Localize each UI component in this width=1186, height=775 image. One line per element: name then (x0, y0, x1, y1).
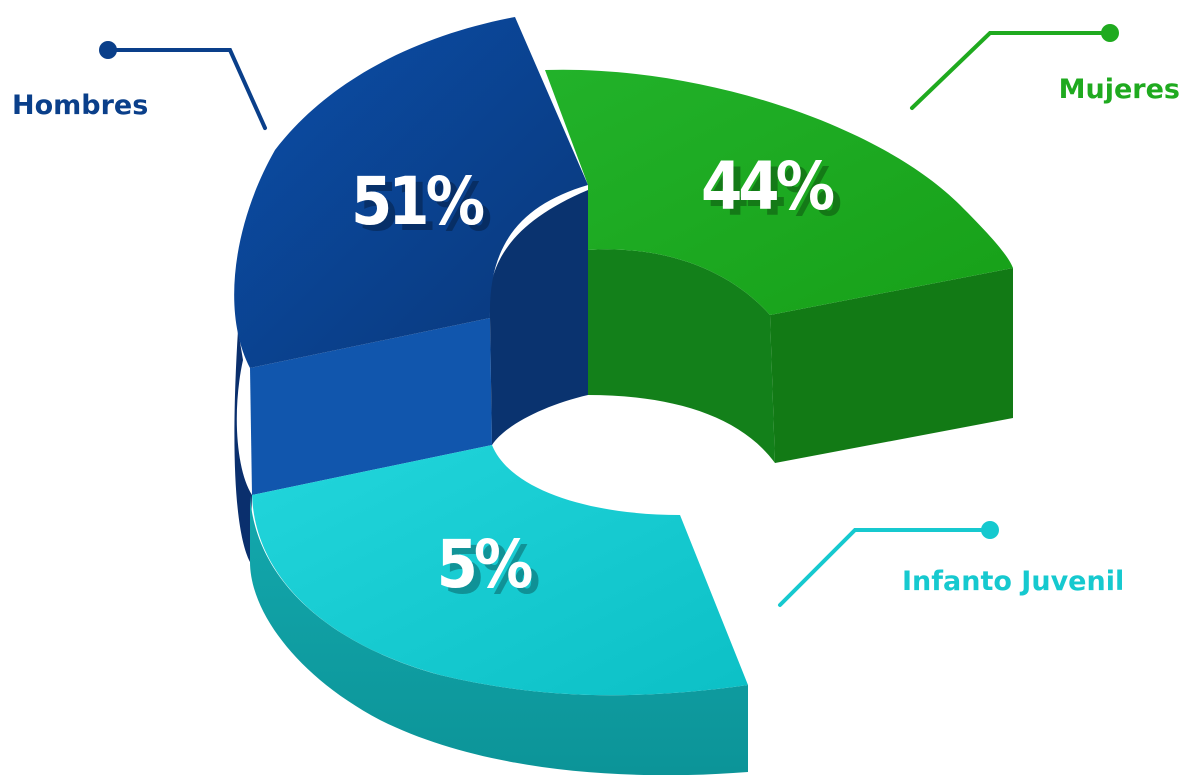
value-label-mujeres: 44% (701, 148, 834, 225)
callout-mujeres (910, 24, 1119, 110)
value-shadow-infanto: 5% (444, 532, 539, 609)
slice-mujeres-inner (588, 249, 775, 463)
slice-infanto-top (252, 445, 748, 696)
slice-mujeres-top (545, 69, 1013, 315)
legend-label-hombres: Hombres (12, 90, 148, 121)
slice-hombres-top (234, 17, 588, 368)
value-label-infanto: 5% (437, 526, 532, 603)
slice-mujeres (545, 69, 1013, 463)
slice-hombres (234, 17, 588, 562)
slice-infanto-side (250, 495, 748, 775)
value-shadow-mujeres: 44% (708, 154, 841, 231)
slice-hombres-inner (489, 190, 588, 445)
callout-hombres (99, 41, 267, 130)
slice-hombres-front (250, 318, 492, 495)
callout-infanto (778, 521, 999, 607)
slice-mujeres-front (770, 268, 1013, 463)
legend-label-infanto: Infanto Juvenil (902, 566, 1124, 597)
value-shadow-hombres: 51% (358, 169, 491, 246)
legend-label-mujeres: Mujeres (1059, 74, 1180, 105)
slice-infanto (250, 445, 748, 775)
value-label-hombres: 51% (351, 163, 484, 240)
slice-hombres-side (234, 330, 252, 562)
